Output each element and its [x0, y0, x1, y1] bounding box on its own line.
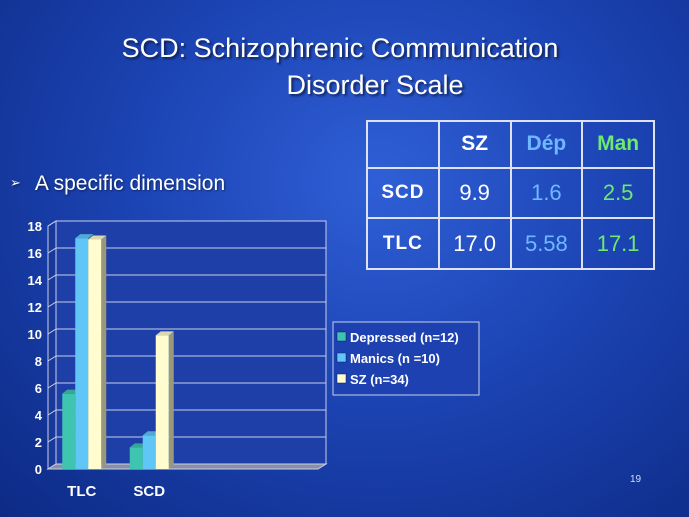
legend-swatch — [336, 352, 347, 363]
gridline — [47, 220, 326, 227]
bar-side — [101, 235, 107, 469]
bar-side — [168, 331, 174, 469]
legend-swatch — [336, 331, 347, 342]
y-tick-label: 0 — [35, 462, 42, 477]
table-corner-cell — [366, 120, 440, 169]
chart-legend — [332, 321, 480, 396]
y-tick-label: 14 — [28, 273, 43, 288]
y-tick-label: 8 — [35, 354, 42, 369]
title-line-2: Disorder Scale — [286, 70, 464, 100]
bar-top — [75, 234, 94, 239]
x-tick-label: SCD — [133, 483, 165, 500]
table-cell: 17.1 — [581, 217, 655, 270]
chart-side-wall — [47, 220, 57, 470]
y-tick-label: 18 — [28, 219, 42, 234]
bar — [142, 435, 156, 469]
bar — [129, 447, 143, 469]
table-row-label: SCD — [366, 166, 440, 220]
bar-top — [88, 235, 107, 240]
y-tick-label: 6 — [35, 381, 42, 396]
gridline — [47, 328, 326, 335]
gridline — [47, 382, 326, 389]
bullet-arrow-icon: ➢ — [10, 175, 21, 190]
legend-label: SZ (n=34) — [350, 372, 409, 387]
table-header-cell: Man — [581, 120, 655, 169]
table-cell: 1.6 — [509, 166, 584, 220]
legend-label: Manics (n =10) — [350, 351, 440, 366]
y-tick-label: 16 — [28, 246, 42, 261]
gridline — [47, 355, 326, 362]
bar-top — [155, 331, 174, 336]
title-line-1: SCD: Schizophrenic Communication — [121, 33, 559, 63]
y-tick-label: 10 — [28, 327, 42, 342]
gridline — [47, 274, 326, 281]
bar — [88, 239, 102, 469]
legend-label: Depressed (n=12) — [350, 330, 459, 345]
bullet-text: A specific dimension — [34, 172, 226, 195]
table-row: TLC 17.0 5.58 17.1 — [366, 217, 655, 270]
gridline — [47, 436, 326, 443]
slide-title: SCD: Schizophrenic Communication Disorde… — [60, 30, 620, 104]
y-tick-label: 4 — [35, 408, 43, 423]
table-header-cell: SZ — [437, 120, 512, 169]
table-cell: 17.0 — [437, 217, 512, 270]
y-tick-label: 2 — [35, 435, 42, 450]
legend-swatch — [336, 373, 347, 384]
table-cell: 9.9 — [437, 166, 512, 220]
gridline — [47, 247, 326, 254]
gridline — [47, 301, 326, 308]
bar — [75, 238, 89, 469]
table-header-row: SZ Dép Man — [366, 120, 655, 169]
table-row: SCD 9.9 1.6 2.5 — [366, 166, 655, 220]
bar-chart: 0 2 4 6 8 10 12 14 16 18 TLC SCD Depressed (n=12) Man… — [28, 219, 480, 500]
x-tick-label: TLC — [67, 483, 96, 500]
bullet-point: ➢ A specific dimension — [10, 172, 225, 196]
table-header-cell: Dép — [509, 120, 584, 169]
table-cell: 2.5 — [581, 166, 655, 220]
gridline — [47, 409, 326, 416]
summary-table: SZ Dép Man SCD 9.9 1.6 2.5 TLC 17.0 5.58… — [366, 120, 655, 270]
y-tick-label: 12 — [28, 300, 42, 315]
bar — [155, 335, 169, 469]
table-cell: 5.58 — [509, 217, 584, 270]
bar — [62, 393, 76, 469]
chart-floor — [46, 463, 328, 470]
slide-number: 19 — [630, 474, 642, 485]
table-row-label: TLC — [366, 217, 440, 270]
